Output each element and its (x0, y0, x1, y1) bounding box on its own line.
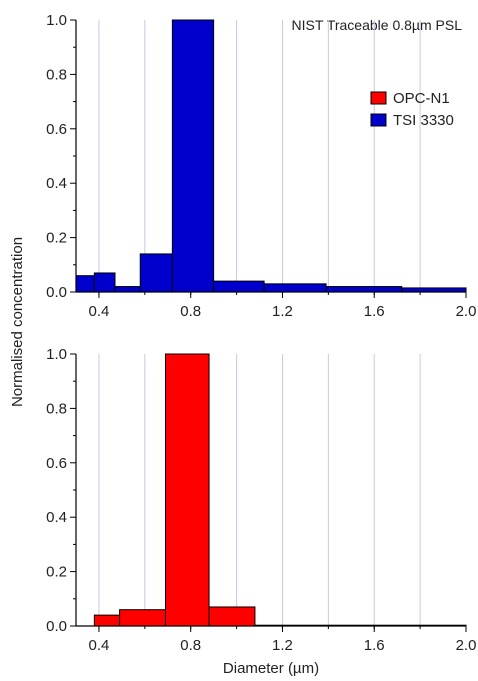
panel-annotation: NIST Traceable 0.8µm PSL (292, 17, 463, 33)
y-tick-label: 0.8 (46, 66, 67, 83)
y-tick-label: 0.6 (46, 121, 67, 138)
x-tick-label: 2.0 (456, 303, 477, 320)
histogram-bar (164, 353, 210, 627)
y-tick-label: 0.0 (46, 618, 67, 635)
y-tick-label: 0.4 (46, 175, 67, 192)
x-tick-label: 0.8 (180, 303, 201, 320)
y-tick-label: 0.8 (46, 400, 67, 417)
y-tick-label: 0.2 (46, 564, 67, 581)
x-tick-label: 1.6 (364, 637, 385, 654)
x-tick-label: 1.6 (364, 303, 385, 320)
histogram-bar (401, 287, 467, 293)
y-axis-title: Normalised concentration (9, 237, 26, 407)
histogram-bar (119, 609, 166, 627)
y-tick-label: 0.0 (46, 284, 67, 301)
x-axis-title: Diameter (µm) (223, 660, 319, 677)
histogram-bar (75, 275, 95, 293)
legend-label: TSI 3330 (393, 112, 454, 129)
legend-label: OPC-N1 (393, 90, 450, 107)
y-tick-label: 0.2 (46, 230, 67, 247)
histogram-bar (208, 606, 256, 627)
x-tick-label: 2.0 (456, 637, 477, 654)
y-tick-label: 0.6 (46, 455, 67, 472)
histogram-bar (171, 19, 215, 293)
histogram-bar (213, 280, 265, 293)
y-tick-label: 1.0 (46, 346, 67, 363)
x-tick-label: 1.2 (272, 637, 293, 654)
legend-swatch (370, 113, 387, 127)
histogram-bar (139, 253, 173, 293)
histogram-bar (325, 286, 403, 293)
histogram-bar (93, 272, 116, 293)
y-tick-label: 0.4 (46, 509, 67, 526)
x-tick-label: 0.4 (89, 303, 110, 320)
histogram-bar (263, 283, 327, 293)
legend-swatch (370, 91, 387, 105)
y-tick-label: 1.0 (46, 12, 67, 29)
histogram-bar (114, 286, 141, 293)
x-tick-label: 0.8 (180, 637, 201, 654)
histogram-bar (93, 614, 121, 627)
x-tick-label: 1.2 (272, 303, 293, 320)
x-tick-label: 0.4 (89, 637, 110, 654)
